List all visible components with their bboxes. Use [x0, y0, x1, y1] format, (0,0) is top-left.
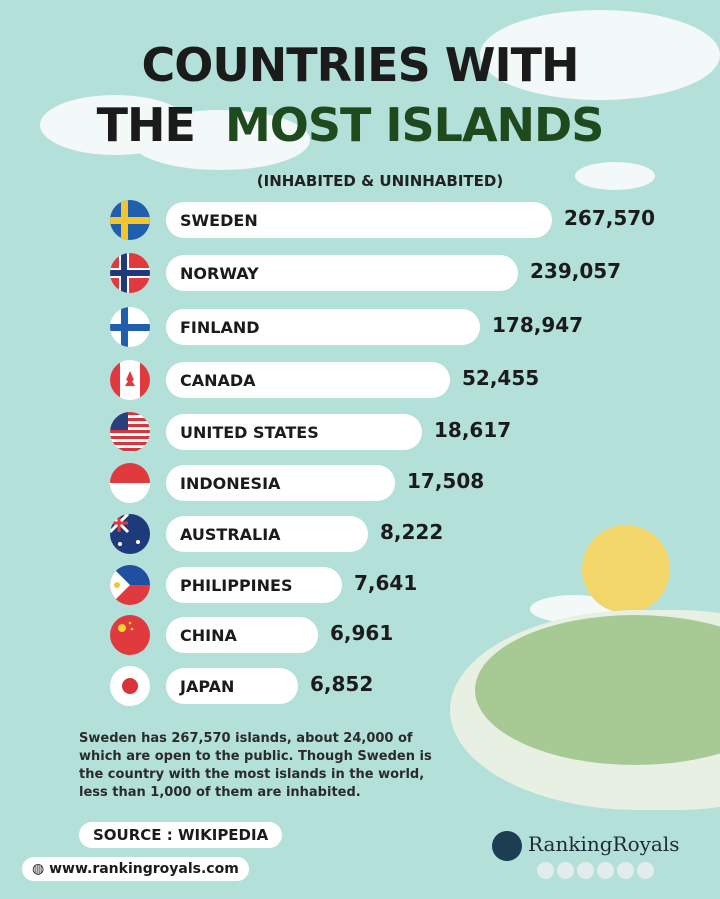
bar-label: JAPAN [180, 677, 235, 696]
bar: INDONESIA [166, 465, 395, 501]
pinterest-icon[interactable] [637, 862, 654, 879]
subtitle: (INHABITED & UNINHABITED) [256, 172, 504, 190]
bar: NORWAY [166, 255, 518, 291]
cloud [575, 162, 655, 190]
value-label: 6,852 [310, 672, 374, 696]
bar-label: CHINA [180, 626, 237, 645]
title-plain: THE [96, 98, 196, 152]
bar-label: INDONESIA [180, 474, 281, 493]
cloud [480, 10, 720, 100]
value-label: 8,222 [380, 520, 444, 544]
source-label: SOURCE : WIKIPEDIA [79, 822, 283, 848]
value-label: 52,455 [462, 366, 540, 390]
norway-flag-icon [110, 253, 150, 293]
title-line-2: THE MOST ISLANDS [0, 98, 710, 152]
australia-flag-icon [110, 514, 150, 554]
globe-icon: ◍ [32, 861, 45, 877]
bar-label: AUSTRALIA [180, 525, 281, 544]
website-link[interactable]: ◍ www.rankingroyals.com [22, 857, 249, 881]
usa-flag-icon [110, 412, 150, 452]
title-accent: MOST ISLANDS [224, 98, 604, 152]
china-flag-icon [110, 615, 150, 655]
website-text: www.rankingroyals.com [49, 861, 239, 877]
value-label: 178,947 [492, 313, 584, 337]
bar: PHILIPPINES [166, 567, 342, 603]
bar-label: CANADA [180, 371, 256, 390]
finland-flag-icon [110, 307, 150, 347]
instagram-icon[interactable] [597, 862, 614, 879]
value-label: 17,508 [407, 469, 485, 493]
island-forest [475, 615, 720, 765]
bar: JAPAN [166, 668, 298, 704]
bar: SWEDEN [166, 202, 552, 238]
bar: FINLAND [166, 309, 480, 345]
title-line-1: COUNTRIES WITH [141, 38, 580, 92]
value-label: 239,057 [530, 259, 622, 283]
note-text: Sweden has 267,570 islands, about 24,000… [79, 731, 432, 800]
value-label: 18,617 [434, 418, 512, 442]
bar-label: PHILIPPINES [180, 576, 293, 595]
tiktok-icon[interactable] [617, 862, 634, 879]
japan-flag-icon [110, 666, 150, 706]
bar-label: SWEDEN [180, 211, 258, 230]
brand-name: RankingRoyals [528, 832, 680, 856]
cloud [130, 110, 310, 170]
canada-flag-icon [110, 360, 150, 400]
philippines-flag-icon [110, 565, 150, 605]
bar: CANADA [166, 362, 450, 398]
brand-logo-icon [492, 831, 522, 861]
value-label: 7,641 [354, 571, 418, 595]
sweden-flag-icon [110, 200, 150, 240]
value-label: 267,570 [564, 206, 656, 230]
facebook-icon[interactable] [537, 862, 554, 879]
value-label: 6,961 [330, 621, 394, 645]
indonesia-flag-icon [110, 463, 150, 503]
twitter-icon[interactable] [577, 862, 594, 879]
bar: UNITED STATES [166, 414, 422, 450]
bar-label: UNITED STATES [180, 423, 319, 442]
sun [582, 525, 670, 613]
bar: AUSTRALIA [166, 516, 368, 552]
bar-label: FINLAND [180, 318, 260, 337]
youtube-icon[interactable] [557, 862, 574, 879]
bar-label: NORWAY [180, 264, 259, 283]
bar: CHINA [166, 617, 318, 653]
